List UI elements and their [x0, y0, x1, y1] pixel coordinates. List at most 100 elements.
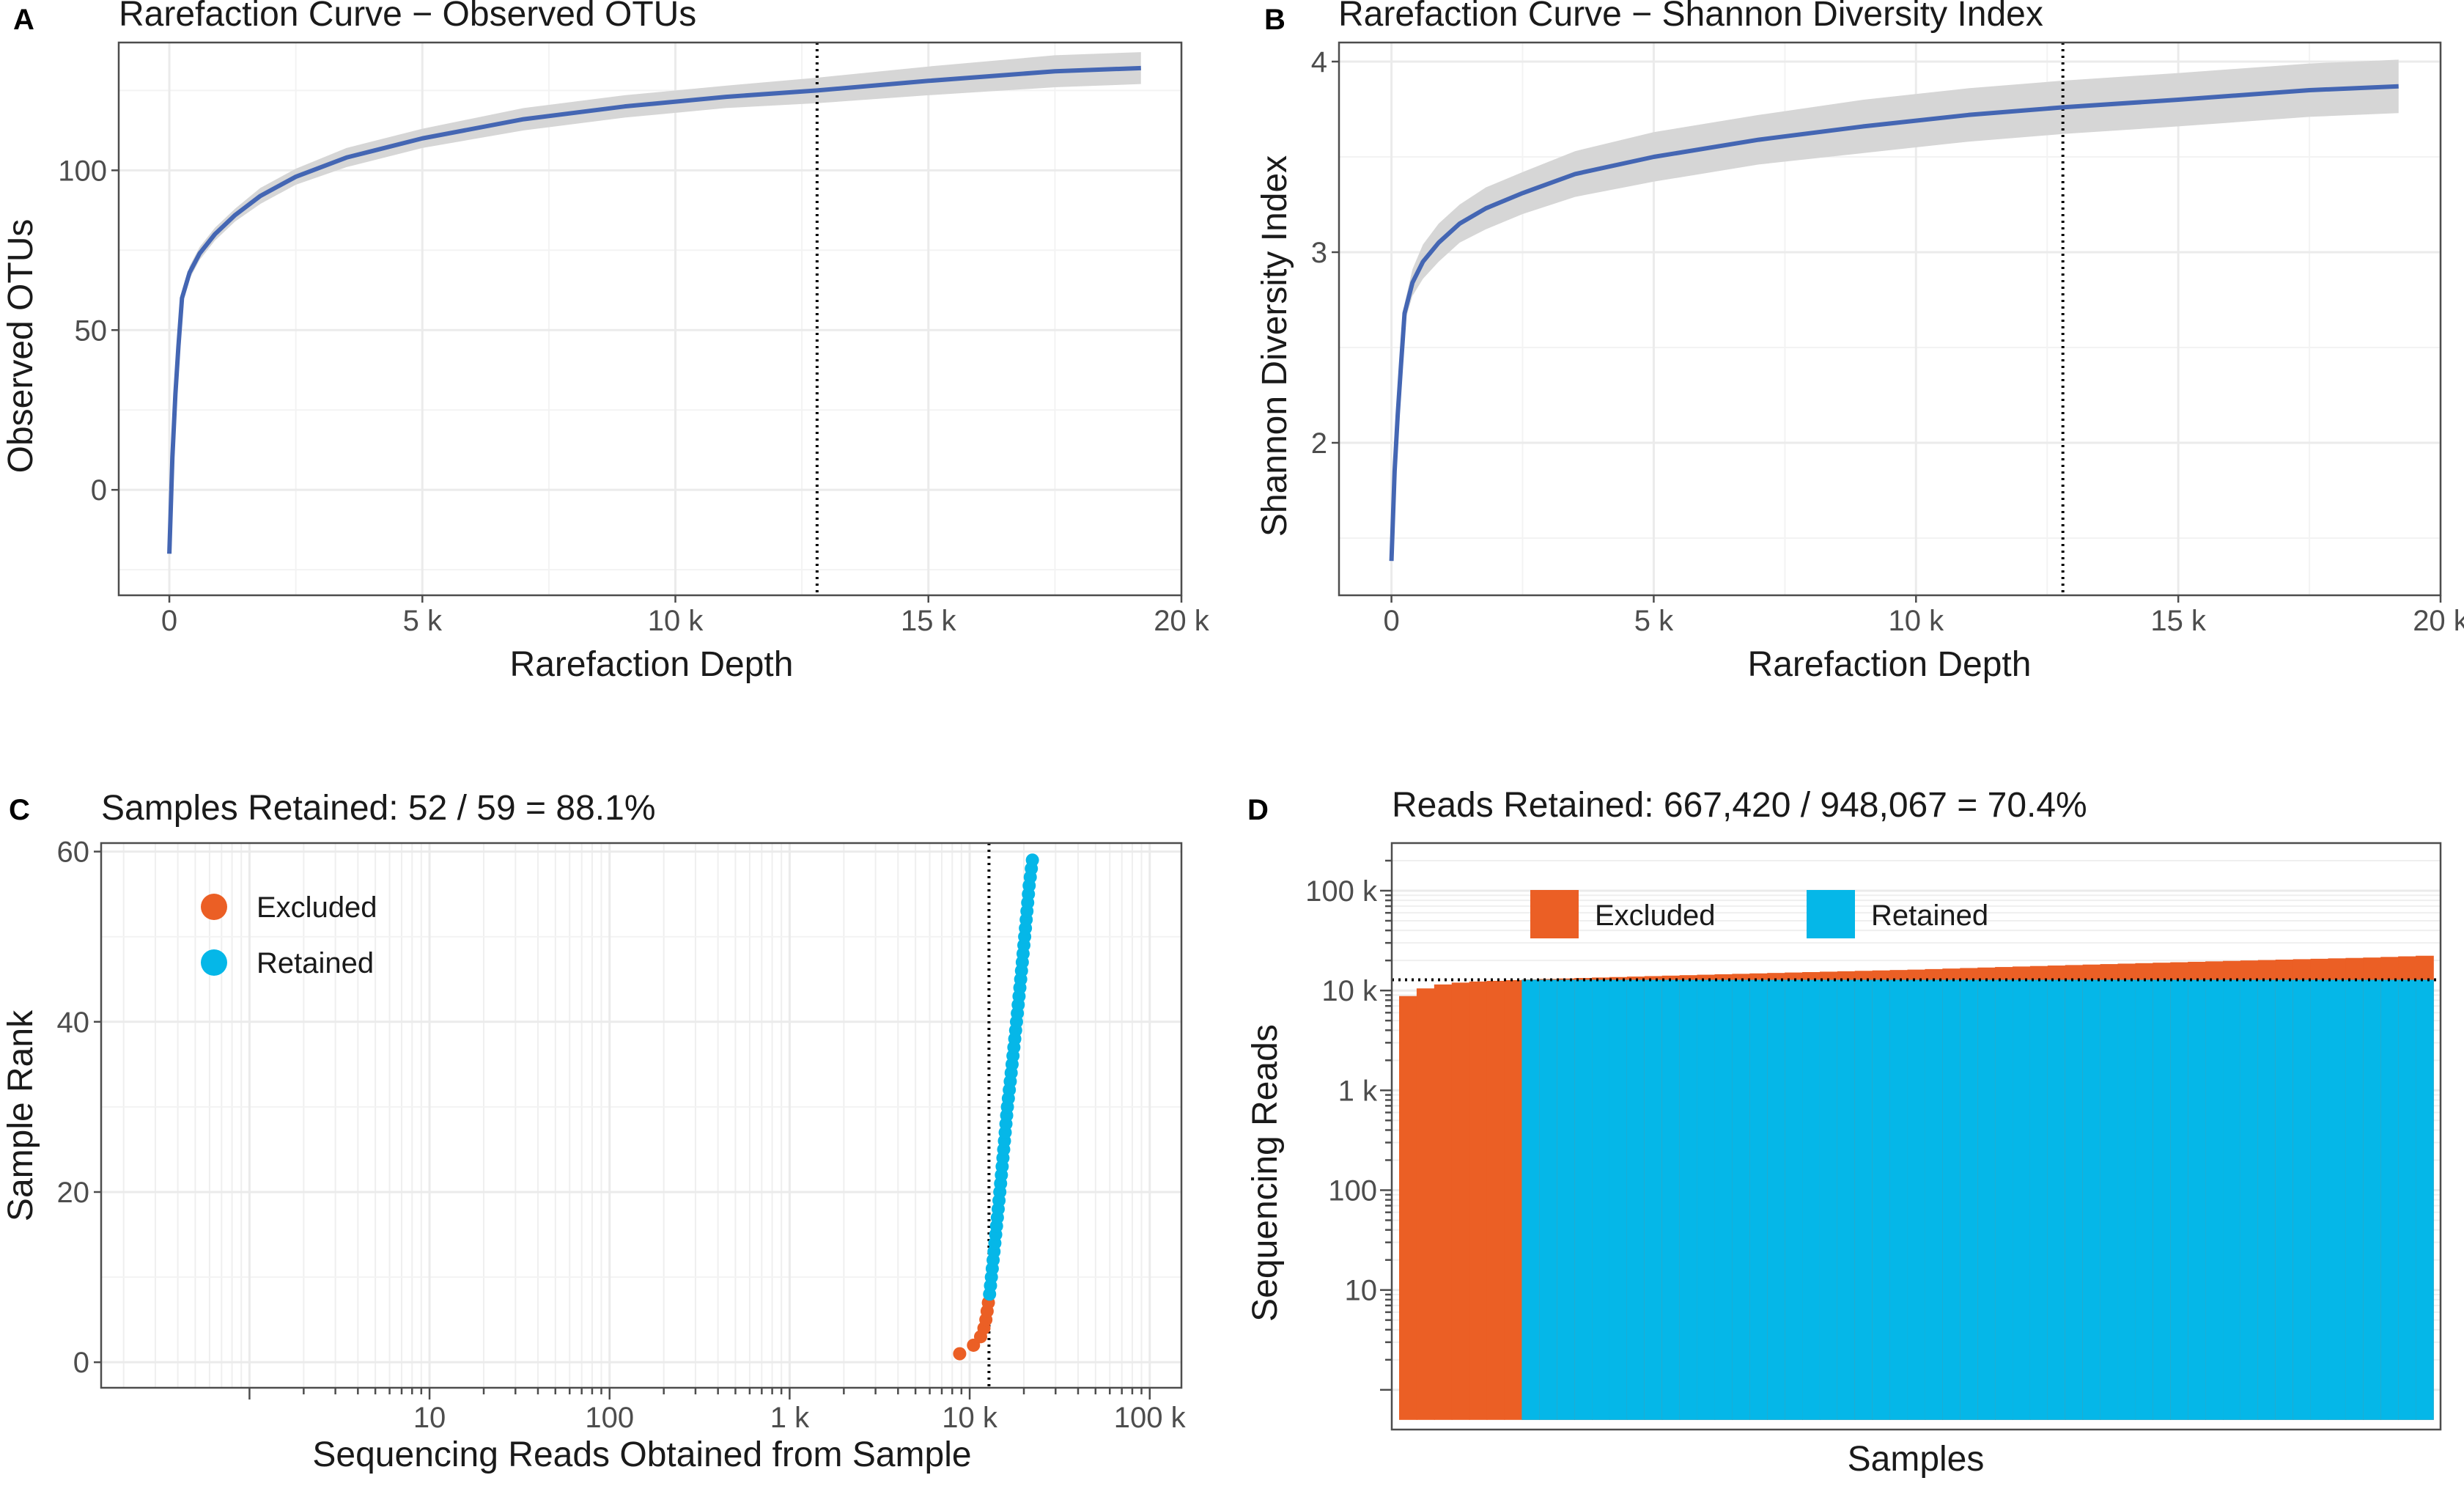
panel-c-y-tick-label: 20: [57, 1177, 90, 1209]
panel-d-legend-key-excluded: [1530, 890, 1579, 938]
panel-b-x-tick-label: 5 k: [1634, 605, 1674, 637]
panel-c-y-tick-label: 40: [57, 1007, 90, 1039]
panel-c-plot-background: [101, 843, 1181, 1388]
panel-d-bar-retained: [1697, 979, 1716, 1420]
panel-b-title: Rarefaction Curve − Shannon Diversity In…: [1338, 0, 2043, 34]
panel-d-y-label: Sequencing Reads: [1246, 1024, 1285, 1322]
panel-b: B Rarefaction Curve − Shannon Diversity …: [1255, 0, 2464, 684]
panel-a: A Rarefaction Curve − Observed OTUs Rare…: [1, 0, 1210, 684]
panel-c-x-tick-label: 100 k: [1114, 1402, 1187, 1434]
panel-label-d: D: [1247, 794, 1269, 826]
panel-a-y-tick-label: 100: [58, 155, 107, 187]
panel-d-bar-excluded: [1416, 988, 1435, 1420]
panel-a-x-tick-label: 0: [161, 605, 177, 637]
panel-d-bar-retained: [2310, 979, 2329, 1420]
panel-c-x-tick-label: 10 k: [942, 1402, 998, 1434]
panel-d-y-tick-label: 100 k: [1305, 875, 1378, 908]
panel-d-bar-retained: [1644, 979, 1663, 1420]
panel-label-a: A: [13, 4, 34, 36]
panel-c-legend-key-retained: [201, 949, 227, 976]
panel-b-x-tick-label: 15 k: [2150, 605, 2207, 637]
panel-b-y-label: Shannon Diversity Index: [1255, 155, 1294, 537]
panel-d-bar-retained: [1907, 979, 1926, 1420]
panel-d-bar-retained: [1837, 979, 1856, 1420]
panel-d-bar-retained: [1661, 979, 1681, 1420]
panel-d-bar-retained: [2082, 979, 2101, 1420]
panel-c-x-tick-label: 1 k: [770, 1402, 810, 1434]
panel-d-bar-retained: [1802, 979, 1821, 1420]
panel-a-mean-curve: [167, 65, 1141, 554]
panel-d-bar-retained: [2257, 979, 2276, 1420]
panel-d-bar-retained: [2380, 979, 2399, 1420]
panel-d-legend: Excluded Retained: [1530, 890, 1988, 938]
panel-c-x-tick-label: 100: [585, 1402, 634, 1434]
panel-c-legend: Excluded Retained: [201, 891, 377, 979]
panel-d-bar-retained: [1785, 979, 1803, 1420]
panel-c-legend-label-retained: Retained: [257, 947, 374, 979]
panel-d-bar-retained: [1942, 979, 1961, 1420]
panel-d-bar-retained: [2240, 979, 2259, 1420]
panel-d-legend-label-retained: Retained: [1871, 900, 1988, 932]
panel-c-y-label: Sample Rank: [1, 1009, 40, 1221]
panel-a-y-tick-label: 0: [91, 474, 107, 507]
panel-a-y-tick-label: 50: [75, 315, 108, 347]
panel-a-x-tick-label: 10 k: [648, 605, 704, 637]
panel-d-bar-retained: [1977, 979, 1996, 1420]
panel-d-bar-retained: [1749, 979, 1768, 1420]
panel-b-y-tick-label: 2: [1311, 427, 1327, 460]
panel-d-bar-retained: [1995, 979, 2013, 1420]
panel-d-bar-retained: [1679, 979, 1698, 1420]
panel-d-bar-retained: [2398, 979, 2416, 1420]
panel-d-bar-retained: [1854, 979, 1873, 1420]
panel-d-bar-retained: [1539, 979, 1558, 1420]
panel-a-panel-border: [117, 41, 1183, 597]
panel-d-bar-retained: [2345, 979, 2364, 1420]
panel-b-x-tick-label: 0: [1383, 605, 1399, 637]
panel-a-title: Rarefaction Curve − Observed OTUs: [119, 0, 696, 34]
panel-d-bar-retained: [2029, 979, 2048, 1420]
panel-d-bar-retained: [2013, 979, 2031, 1420]
panel-d-bar-retained: [2170, 979, 2188, 1420]
panel-d-bar-retained: [2416, 979, 2434, 1420]
panel-d-bar-excluded: [1399, 996, 1417, 1420]
panel-d-bar-retained: [1925, 979, 1944, 1420]
panel-d-y-tick-label: 1 k: [1338, 1075, 1378, 1107]
panel-d-bar-excluded: [1469, 981, 1488, 1420]
panel-d-bar-retained: [2047, 979, 2066, 1420]
panel-a-y-label: Observed OTUs: [1, 219, 40, 474]
panel-d-bar-retained: [2363, 979, 2382, 1420]
panel-c-title: Samples Retained: 52 / 59 = 88.1%: [101, 789, 656, 828]
panel-b-mean-curve: [1389, 84, 2399, 562]
panel-d-bar-retained: [1819, 979, 1838, 1420]
panel-d-bar-retained: [1732, 979, 1751, 1420]
panel-d-y-tick-label: 10 k: [1321, 975, 1378, 1007]
panel-d-bar-retained: [1592, 979, 1610, 1420]
panel-b-y-tick-label: 3: [1311, 237, 1327, 269]
panel-c-x-label: Sequencing Reads Obtained from Sample: [312, 1435, 971, 1474]
panel-b-x-tick-label: 10 k: [1888, 605, 1944, 637]
panel-c-point-excluded: [953, 1347, 967, 1361]
panel-c-x-tick-label: 10: [413, 1402, 446, 1434]
panel-d: D Reads Retained: 667,420 / 948,067 = 70…: [1246, 786, 2442, 1479]
panel-d-bar-retained: [2100, 979, 2119, 1420]
panel-d-bar-excluded: [1451, 982, 1470, 1420]
panel-d-bar-retained: [1872, 979, 1891, 1420]
panel-c-panel-border: [100, 842, 1183, 1389]
panel-d-bar-excluded: [1504, 980, 1523, 1420]
panel-b-y-tick-label: 4: [1311, 46, 1327, 78]
panel-d-bar-excluded: [1486, 980, 1505, 1420]
panel-d-bar-retained: [1557, 979, 1575, 1420]
panel-d-y-tick-label: 100: [1328, 1174, 1377, 1207]
panel-d-bar-retained: [1609, 979, 1628, 1420]
panel-b-confidence-ribbon: [1391, 59, 2399, 562]
panel-a-x-tick-label: 20 k: [1154, 605, 1210, 637]
panel-d-bar-retained: [1714, 979, 1733, 1420]
panel-a-x-label: Rarefaction Depth: [510, 645, 794, 684]
panel-b-panel-border: [1338, 41, 2442, 597]
panel-label-b: B: [1264, 4, 1286, 36]
panel-d-bar-retained: [2135, 979, 2154, 1420]
panel-b-x-label: Rarefaction Depth: [1748, 645, 2032, 684]
panel-d-bar-retained: [1960, 979, 1979, 1420]
panel-a-x-tick-label: 15 k: [901, 605, 957, 637]
